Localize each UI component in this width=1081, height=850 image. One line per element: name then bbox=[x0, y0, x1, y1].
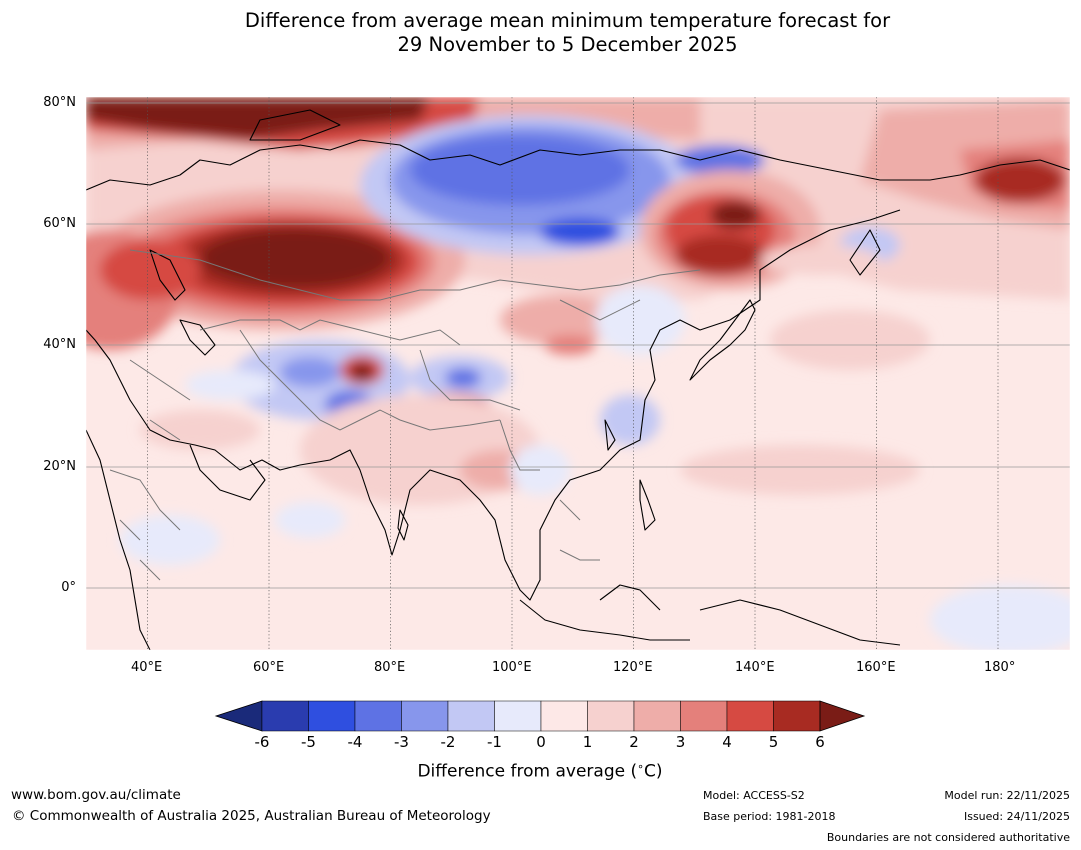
colorbar-tick-label: 6 bbox=[815, 733, 825, 751]
colorbar-tick-label: -4 bbox=[347, 733, 363, 751]
lon-label-120e: 120°E bbox=[613, 660, 653, 675]
lon-label-40e: 40°E bbox=[131, 660, 163, 675]
colorbar-label-suffix: ) bbox=[655, 761, 663, 782]
colorbar-tick-label: -5 bbox=[301, 733, 316, 751]
colorbar-tick-label: -2 bbox=[440, 733, 456, 751]
title-line-2: 29 November to 5 December 2025 bbox=[397, 33, 738, 56]
map-frame bbox=[85, 96, 1071, 651]
colorbar-label-prefix: Difference from average ( bbox=[417, 761, 638, 782]
footer-base-period: Base period: 1981-2018 bbox=[703, 810, 836, 823]
colorbar-label-unit: C bbox=[644, 761, 656, 782]
lat-label-equator: 0° bbox=[61, 580, 76, 595]
footer-copyright: © Commonwealth of Australia 2025, Austra… bbox=[12, 808, 491, 824]
country-borders bbox=[109, 249, 701, 581]
lon-label-180: 180° bbox=[984, 660, 1016, 675]
lon-label-140e: 140°E bbox=[735, 660, 775, 675]
colorbar-tick-label: 0 bbox=[536, 733, 546, 751]
colorbar-tick-label: 2 bbox=[629, 733, 639, 751]
title-line-1: Difference from average mean minimum tem… bbox=[244, 9, 891, 32]
lat-label-80n: 80°N bbox=[43, 95, 76, 110]
colorbar-tick-label: 1 bbox=[582, 733, 593, 751]
footer-issued: Issued: 24/11/2025 bbox=[963, 810, 1070, 823]
colorbar-tick-label: -6 bbox=[254, 733, 270, 751]
footer-disclaimer: Boundaries are not considered authoritat… bbox=[826, 831, 1070, 844]
colorbar-tick-label: 3 bbox=[675, 733, 686, 751]
colorbar-label: Difference from average (∘C) bbox=[417, 760, 663, 782]
colorbar-tick-label: 4 bbox=[722, 733, 732, 751]
colorbar-tick-label: 5 bbox=[768, 733, 779, 751]
map-title: Difference from average mean minimum tem… bbox=[0, 9, 1081, 57]
lon-label-100e: 100°E bbox=[492, 660, 532, 675]
footer-model: Model: ACCESS-S2 bbox=[703, 789, 805, 802]
parallel-gridlines bbox=[86, 102, 1070, 589]
coastlines bbox=[86, 109, 1070, 650]
lon-label-160e: 160°E bbox=[856, 660, 896, 675]
lat-label-60n: 60°N bbox=[43, 216, 76, 231]
meridian-gridlines bbox=[147, 97, 999, 650]
lat-label-20n: 20°N bbox=[43, 459, 76, 474]
lat-label-40n: 40°N bbox=[43, 337, 76, 352]
footer-website: www.bom.gov.au/climate bbox=[11, 787, 181, 803]
lon-label-80e: 80°E bbox=[374, 660, 406, 675]
colorbar-tick-label: -1 bbox=[487, 733, 502, 751]
lon-label-60e: 60°E bbox=[253, 660, 285, 675]
footer-model-run: Model run: 22/11/2025 bbox=[944, 789, 1070, 802]
colorbar-tick-label: -3 bbox=[394, 733, 409, 751]
